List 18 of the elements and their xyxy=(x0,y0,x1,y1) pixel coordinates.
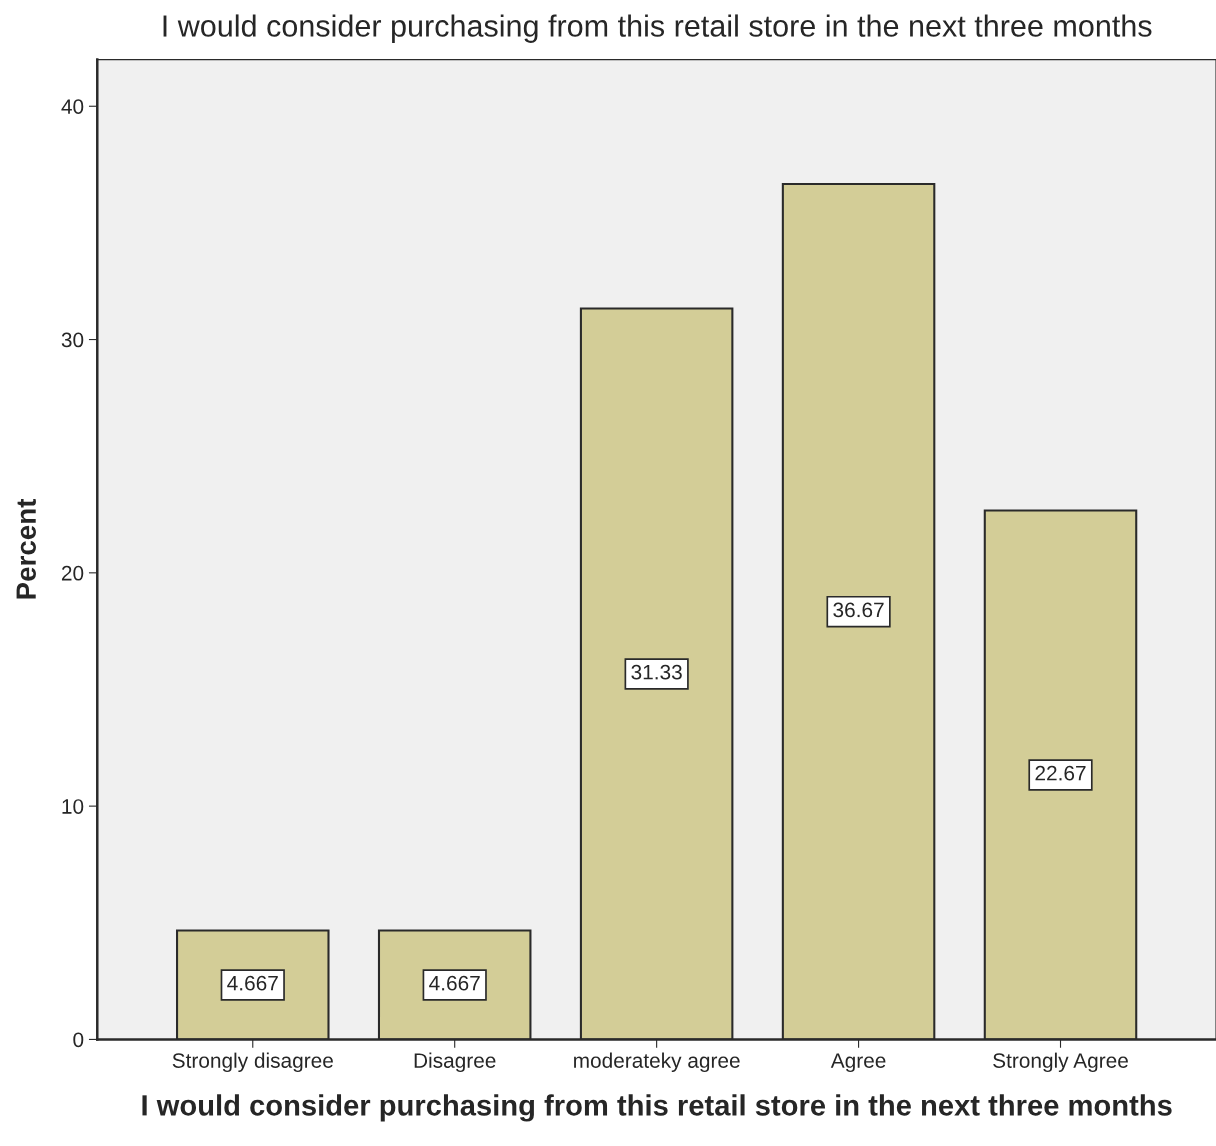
x-tick-label: Strongly disagree xyxy=(172,1052,333,1073)
x-tick-label: Agree xyxy=(830,1053,886,1073)
y-tick-label: 40 xyxy=(61,99,84,114)
x-tick-label: Disagree xyxy=(414,1052,496,1073)
chart-title: I would consider purchasing from this retail store in the next three months xyxy=(163,14,1152,43)
x-tick-label: Strongly Agree xyxy=(993,1052,1128,1073)
x-axis-title: I would consider purchasing from this retail store in the next three months xyxy=(142,1094,1172,1122)
y-axis-title: Percent xyxy=(16,498,36,599)
data-label: 36.67 xyxy=(833,602,884,618)
data-label: 4.667 xyxy=(227,975,278,991)
data-label: 22.67 xyxy=(1035,765,1086,781)
y-tick-label: 0 xyxy=(73,1032,84,1048)
data-label: 4.667 xyxy=(429,975,480,991)
x-tick-label: moderateky agree xyxy=(574,1052,740,1073)
y-tick-label: 30 xyxy=(61,332,84,348)
data-label: 31.33 xyxy=(631,664,682,680)
y-tick-label: 10 xyxy=(62,799,84,814)
y-tick-label: 20 xyxy=(61,565,84,581)
